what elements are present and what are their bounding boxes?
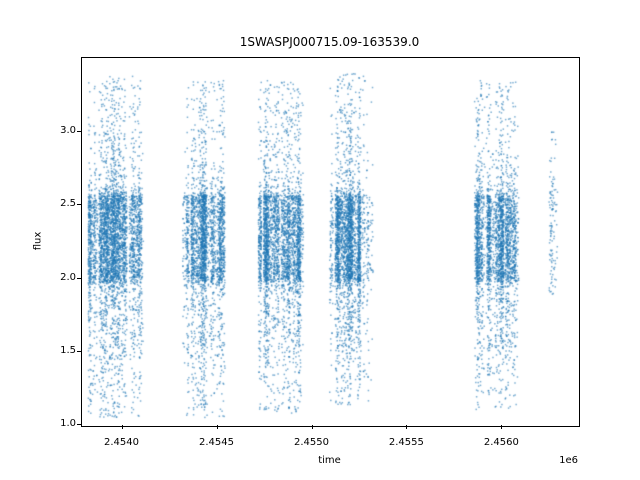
y-tick-label: 2.0 xyxy=(60,271,76,283)
x-tick-label: 2.4540 xyxy=(104,437,139,448)
x-tick-mark xyxy=(406,425,408,429)
x-tick-mark xyxy=(216,425,218,429)
x-tick-label: 2.4555 xyxy=(388,437,424,448)
y-tick-label: 2.5 xyxy=(60,198,76,210)
x-tick-label: 2.4545 xyxy=(199,437,234,448)
axis-offset-label: 1e6 xyxy=(559,455,578,466)
y-tick-label: 3.0 xyxy=(60,125,76,136)
chart-title: 1SWASPJ000715.09-163539.0 xyxy=(239,35,420,49)
y-axis-label: flux xyxy=(32,231,44,251)
scatter-points-canvas xyxy=(82,58,579,426)
y-tick-label: 1.5 xyxy=(60,344,76,356)
x-tick-label: 2.4560 xyxy=(483,437,519,448)
x-tick-mark xyxy=(121,425,123,429)
x-axis-label: time xyxy=(318,455,341,466)
y-tick-mark xyxy=(77,350,81,352)
y-tick-mark xyxy=(77,277,81,279)
y-tick-mark xyxy=(77,131,81,132)
y-tick-label: 1.0 xyxy=(60,418,76,429)
plot-area xyxy=(81,57,580,427)
x-tick-label: 2.4550 xyxy=(294,437,329,448)
x-tick-mark xyxy=(501,425,503,429)
y-tick-mark xyxy=(77,204,81,206)
x-tick-mark xyxy=(311,425,313,429)
y-tick-mark xyxy=(77,424,81,425)
